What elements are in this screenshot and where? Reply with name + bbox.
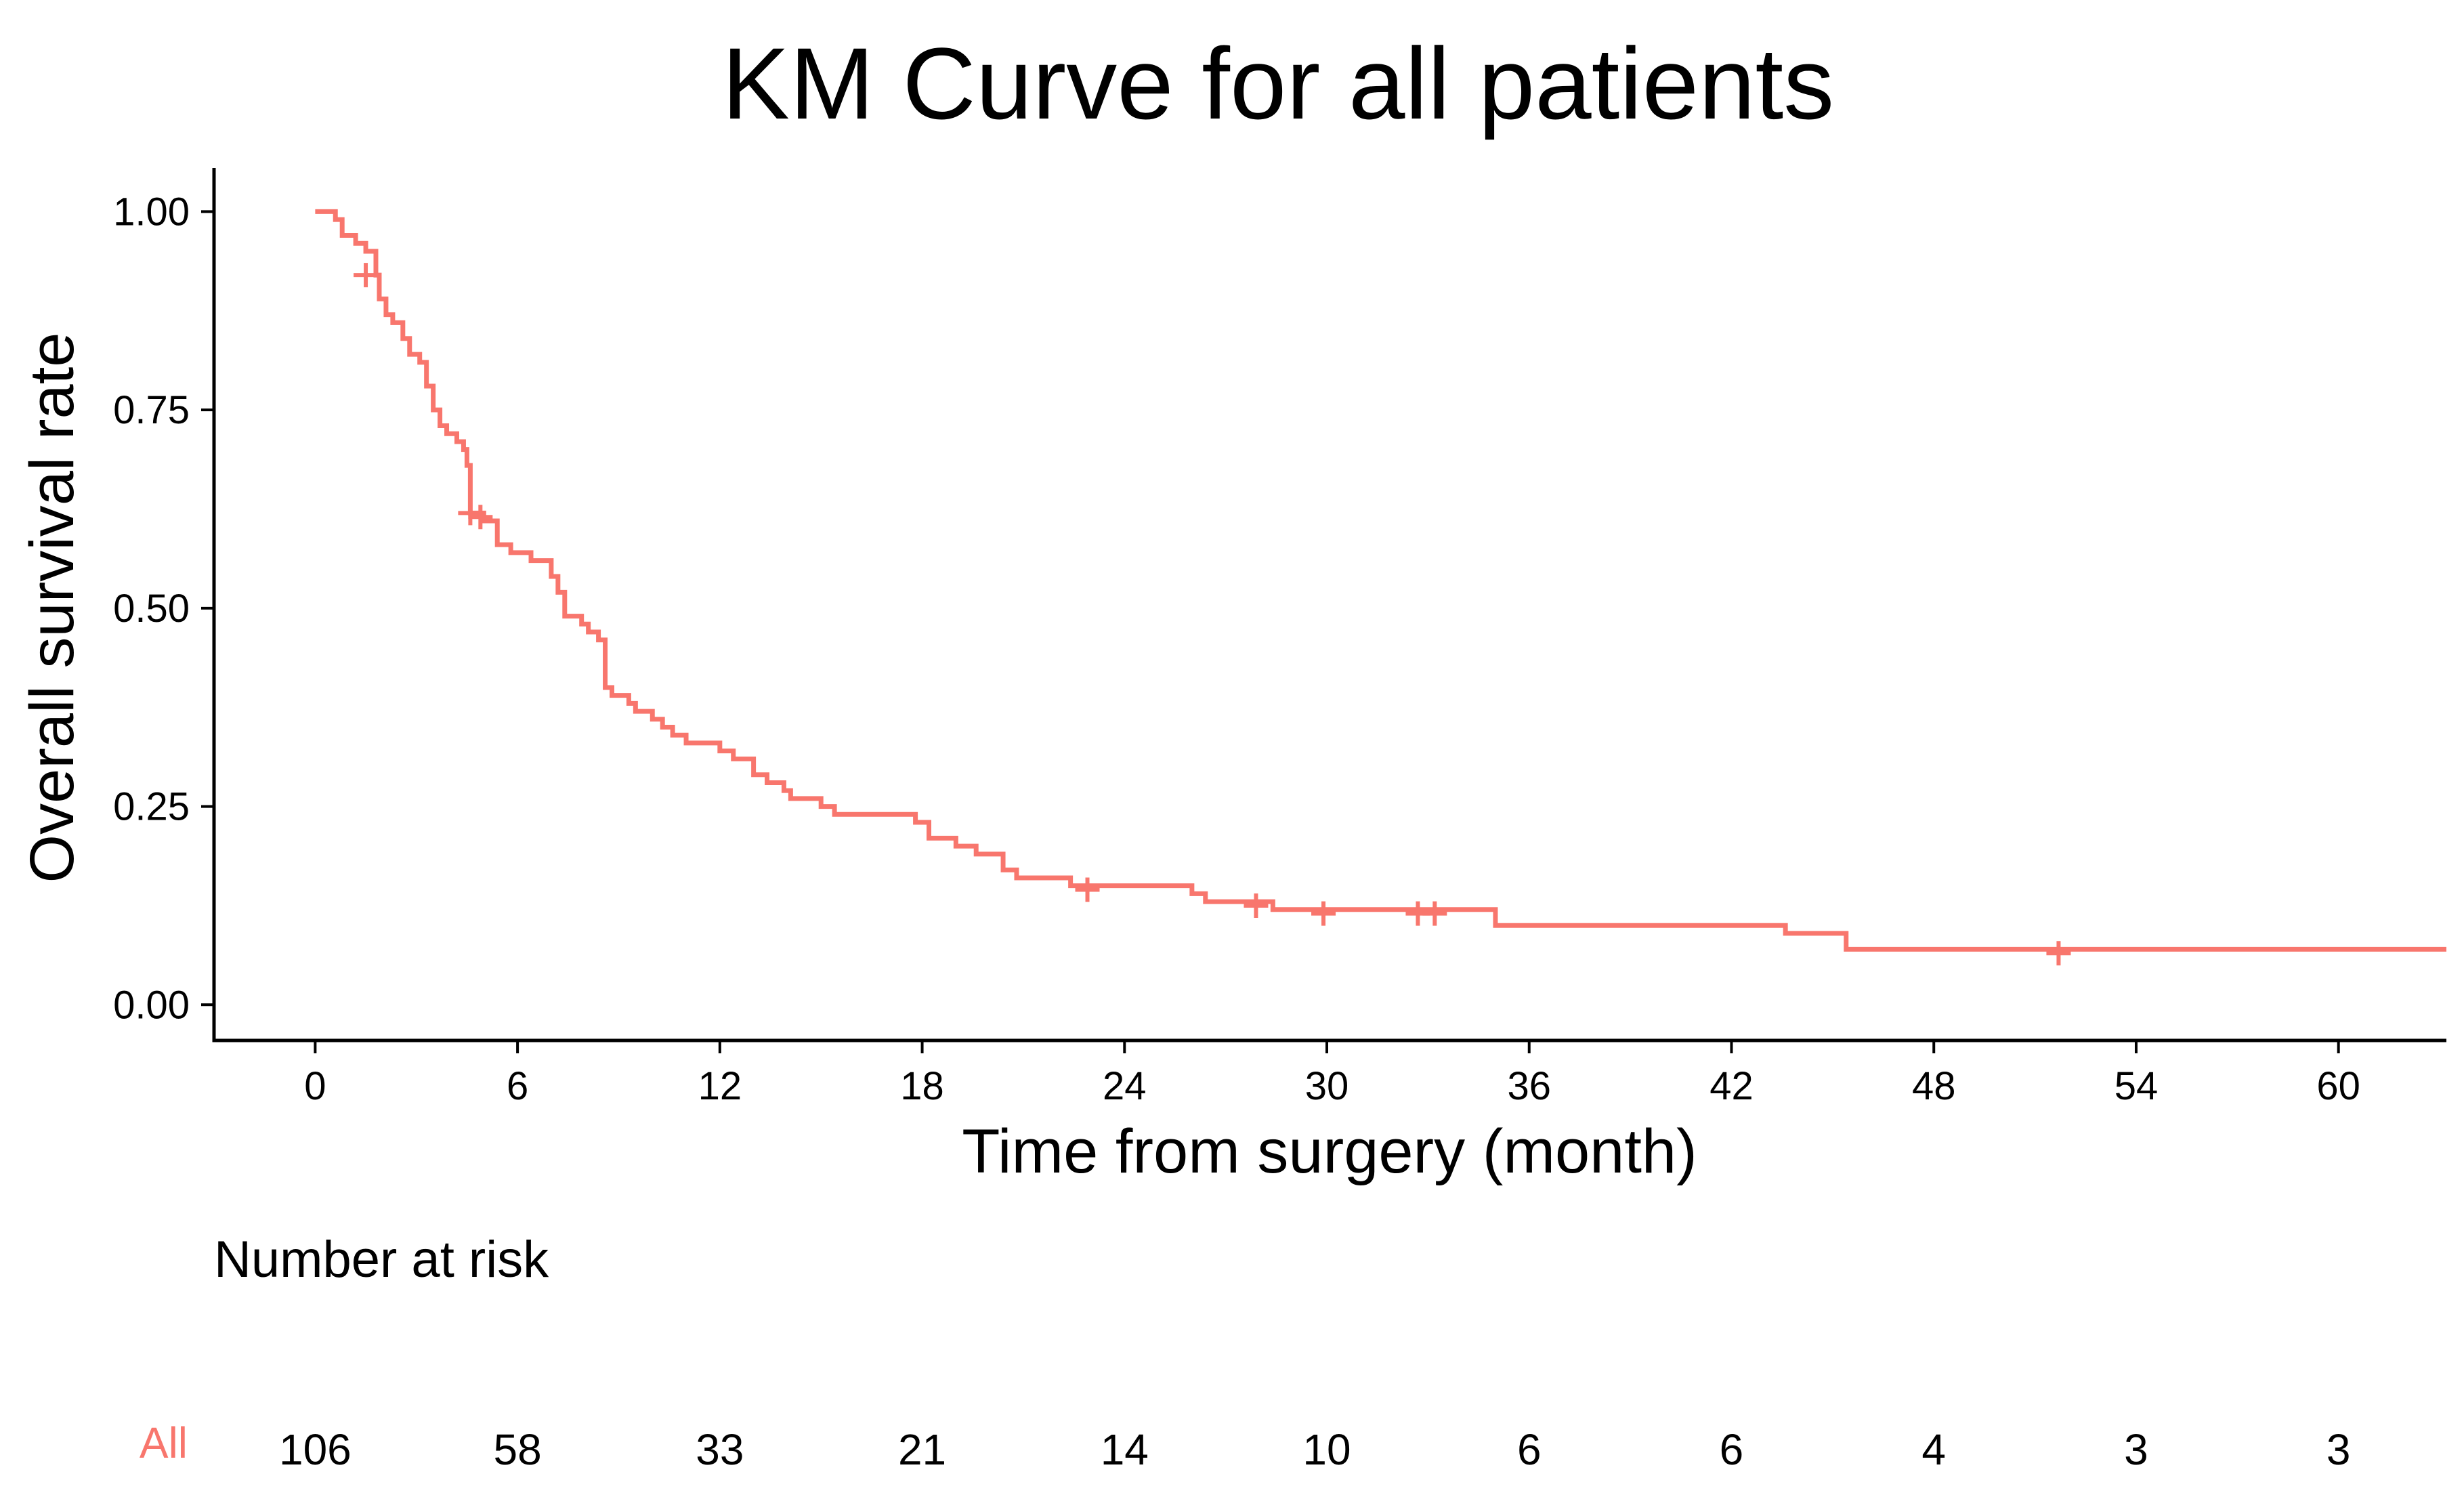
y-tick-label: 0.75 <box>113 388 190 432</box>
x-tick-label: 60 <box>2316 1064 2360 1108</box>
x-tick-label: 6 <box>507 1064 528 1108</box>
x-tick-label: 24 <box>1103 1064 1147 1108</box>
censor-mark <box>468 505 493 530</box>
x-tick-label: 36 <box>1507 1064 1551 1108</box>
chart-title: KM Curve for all patients <box>722 26 1834 140</box>
censor-mark <box>1244 893 1269 918</box>
risk-count: 58 <box>494 1425 542 1474</box>
risk-table-counts: 106 58 33 21 14 10 6 6 4 3 3 <box>279 1425 2350 1474</box>
y-tick-label: 0.00 <box>113 983 190 1027</box>
censor-mark <box>1075 877 1100 902</box>
risk-count: 6 <box>1517 1425 1542 1474</box>
x-tick-label: 48 <box>1912 1064 1956 1108</box>
risk-count: 3 <box>2124 1425 2148 1474</box>
y-axis-title: Overall survival rate <box>18 333 87 883</box>
censor-mark <box>354 263 379 288</box>
risk-count: 6 <box>1720 1425 1744 1474</box>
risk-count: 10 <box>1302 1425 1351 1474</box>
risk-group-label-all: All <box>140 1418 188 1467</box>
risk-count: 21 <box>898 1425 946 1474</box>
y-axis-ticks: 0.00 0.25 0.50 0.75 1.00 <box>113 190 214 1027</box>
censor-mark <box>2046 941 2071 966</box>
censor-marks <box>354 263 2071 966</box>
x-tick-label: 18 <box>900 1064 944 1108</box>
risk-count: 106 <box>279 1425 352 1474</box>
y-tick-label: 1.00 <box>113 190 190 234</box>
x-tick-label: 54 <box>2115 1064 2159 1108</box>
censor-mark <box>1311 901 1336 926</box>
y-tick-label: 0.50 <box>113 587 190 631</box>
risk-count: 4 <box>1921 1425 1946 1474</box>
x-tick-label: 42 <box>1709 1064 1754 1108</box>
x-axis-ticks: 0 6 12 18 24 30 36 42 48 54 60 <box>304 1040 2360 1108</box>
x-tick-label: 30 <box>1305 1064 1349 1108</box>
censor-mark <box>1422 901 1447 926</box>
x-tick-label: 12 <box>698 1064 742 1108</box>
x-axis-title: Time from surgery (month) <box>962 1117 1697 1186</box>
risk-count: 14 <box>1101 1425 1149 1474</box>
risk-count: 33 <box>696 1425 744 1474</box>
survival-curve-all <box>315 209 2446 952</box>
risk-count: 3 <box>2327 1425 2351 1474</box>
x-tick-label: 0 <box>304 1064 326 1108</box>
y-tick-label: 0.25 <box>113 785 190 829</box>
risk-table-title: Number at risk <box>214 1231 549 1288</box>
